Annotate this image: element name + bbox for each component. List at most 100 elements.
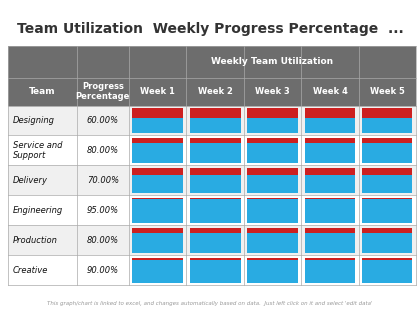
- Bar: [129, 195, 186, 225]
- Bar: [77, 165, 129, 195]
- Text: Engineering: Engineering: [13, 206, 63, 215]
- Text: Weekly Team Utilization: Weekly Team Utilization: [211, 57, 333, 66]
- Text: 80.00%: 80.00%: [87, 236, 119, 245]
- Bar: [190, 138, 241, 143]
- Bar: [359, 195, 416, 225]
- Bar: [362, 118, 412, 133]
- Bar: [362, 198, 412, 199]
- Bar: [304, 228, 355, 233]
- Bar: [301, 165, 359, 195]
- Text: 95.00%: 95.00%: [87, 206, 119, 215]
- Bar: [244, 225, 301, 255]
- Bar: [247, 233, 298, 253]
- Bar: [190, 233, 241, 253]
- Bar: [304, 138, 355, 143]
- Bar: [190, 199, 241, 223]
- Bar: [77, 106, 129, 135]
- Bar: [77, 46, 129, 106]
- Bar: [247, 199, 298, 223]
- Bar: [301, 135, 359, 165]
- Bar: [8, 106, 77, 135]
- Bar: [359, 165, 416, 195]
- Bar: [362, 175, 412, 193]
- Bar: [129, 46, 416, 78]
- Text: 80.00%: 80.00%: [87, 146, 119, 155]
- Bar: [190, 143, 241, 163]
- Bar: [304, 168, 355, 175]
- Bar: [8, 255, 77, 285]
- Bar: [247, 198, 298, 199]
- Bar: [247, 108, 298, 118]
- Bar: [359, 78, 416, 106]
- Bar: [132, 168, 183, 175]
- Text: Team Utilization  Weekly Progress Percentage  ...: Team Utilization Weekly Progress Percent…: [17, 22, 403, 36]
- Bar: [129, 106, 186, 135]
- Bar: [304, 199, 355, 223]
- Bar: [247, 175, 298, 193]
- Text: 60.00%: 60.00%: [87, 116, 119, 125]
- Bar: [244, 135, 301, 165]
- Bar: [301, 225, 359, 255]
- Bar: [8, 195, 77, 225]
- Bar: [359, 225, 416, 255]
- Bar: [132, 118, 183, 133]
- Bar: [190, 228, 241, 233]
- Text: Week 2: Week 2: [198, 87, 233, 96]
- Bar: [247, 260, 298, 283]
- Bar: [132, 198, 183, 199]
- Bar: [362, 138, 412, 143]
- Bar: [186, 225, 244, 255]
- Bar: [190, 258, 241, 260]
- Bar: [244, 255, 301, 285]
- Text: Progress
Percentage: Progress Percentage: [76, 82, 130, 101]
- Bar: [359, 135, 416, 165]
- Text: 70.00%: 70.00%: [87, 176, 119, 185]
- Bar: [304, 198, 355, 199]
- Bar: [132, 258, 183, 260]
- Text: Service and
Support: Service and Support: [13, 141, 62, 160]
- Bar: [8, 165, 77, 195]
- Text: Week 1: Week 1: [140, 87, 175, 96]
- Bar: [132, 228, 183, 233]
- Bar: [301, 255, 359, 285]
- Bar: [301, 106, 359, 135]
- Bar: [362, 143, 412, 163]
- Bar: [186, 135, 244, 165]
- Bar: [362, 258, 412, 260]
- Bar: [304, 143, 355, 163]
- Bar: [304, 258, 355, 260]
- Bar: [186, 106, 244, 135]
- Bar: [186, 255, 244, 285]
- Bar: [304, 108, 355, 118]
- Bar: [244, 195, 301, 225]
- Bar: [247, 228, 298, 233]
- Bar: [359, 106, 416, 135]
- Bar: [190, 175, 241, 193]
- Bar: [129, 78, 186, 106]
- Bar: [132, 143, 183, 163]
- Bar: [301, 195, 359, 225]
- Bar: [244, 106, 301, 135]
- Bar: [132, 260, 183, 283]
- Bar: [304, 260, 355, 283]
- Bar: [190, 260, 241, 283]
- Text: Week 4: Week 4: [312, 87, 347, 96]
- Bar: [359, 255, 416, 285]
- Text: Creative: Creative: [13, 266, 48, 275]
- Bar: [129, 165, 186, 195]
- Bar: [362, 108, 412, 118]
- Bar: [301, 78, 359, 106]
- Bar: [77, 255, 129, 285]
- Bar: [247, 143, 298, 163]
- Bar: [304, 118, 355, 133]
- Text: Designing: Designing: [13, 116, 55, 125]
- Bar: [247, 118, 298, 133]
- Bar: [362, 199, 412, 223]
- Bar: [190, 198, 241, 199]
- Bar: [190, 118, 241, 133]
- Bar: [190, 108, 241, 118]
- Bar: [8, 46, 77, 106]
- Bar: [132, 108, 183, 118]
- Bar: [247, 168, 298, 175]
- Bar: [186, 78, 244, 106]
